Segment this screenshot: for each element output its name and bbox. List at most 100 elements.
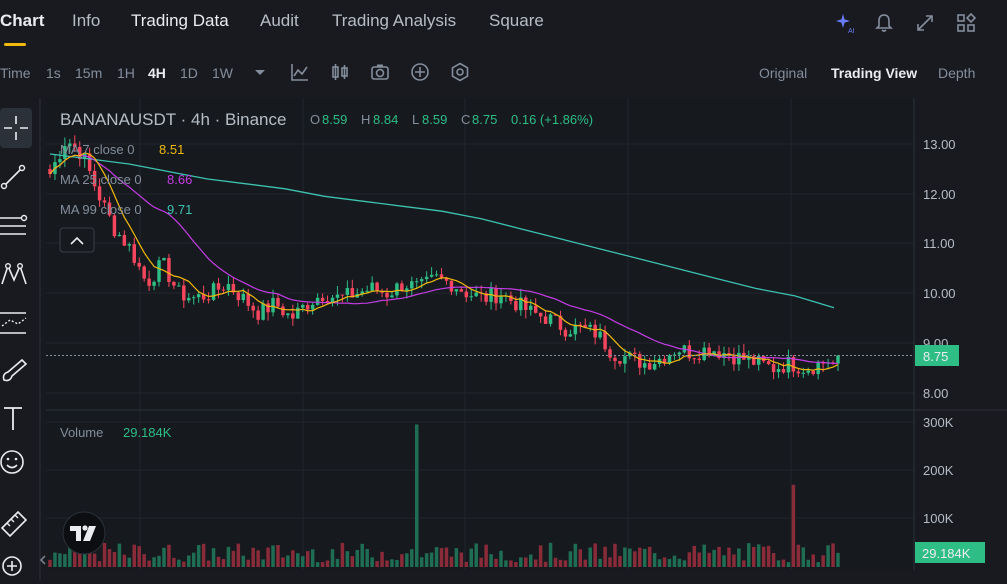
candle-body xyxy=(533,305,538,313)
volume-bar xyxy=(415,424,419,567)
top-nav: Chart Info Trading Data Audit Trading An… xyxy=(0,0,1007,46)
volume-bar xyxy=(737,548,741,567)
interval-15m[interactable]: 15m xyxy=(75,65,103,81)
ai-sparkle-icon[interactable]: AI xyxy=(834,12,856,34)
pattern-icon[interactable] xyxy=(0,260,30,290)
candle-body xyxy=(618,361,622,364)
view-trading-view[interactable]: Trading View xyxy=(831,65,918,81)
candle-body xyxy=(578,324,583,326)
tab-trading-analysis[interactable]: Trading Analysis xyxy=(332,11,457,30)
volume-bar xyxy=(548,542,553,567)
volume-bar xyxy=(390,559,394,567)
ohlc-low-label: L xyxy=(412,112,419,127)
candle-body xyxy=(132,244,136,263)
camera-icon[interactable] xyxy=(370,62,390,82)
candle-body xyxy=(722,353,726,359)
interval-1h[interactable]: 1H xyxy=(117,65,135,81)
tab-audit[interactable]: Audit xyxy=(260,11,299,30)
volume-bar xyxy=(682,560,687,567)
volume-bar xyxy=(469,548,473,567)
candle-body xyxy=(281,306,285,316)
volume-bar xyxy=(811,554,815,567)
time-label[interactable]: Time xyxy=(0,65,31,81)
tab-square[interactable]: Square xyxy=(489,11,544,30)
candle-body xyxy=(310,304,315,310)
settings-icon[interactable] xyxy=(450,62,470,82)
volume-bar xyxy=(494,558,498,567)
interval-1d[interactable]: 1D xyxy=(180,65,198,81)
volume-bar xyxy=(82,551,87,567)
candle-body xyxy=(781,369,786,373)
candle-body xyxy=(142,266,146,279)
candle-body xyxy=(68,143,72,147)
volume-value: 29.184K xyxy=(123,425,172,440)
text-tool-icon[interactable] xyxy=(0,404,30,434)
price-chart[interactable]: 13.00 12.00 11.00 10.00 9.00 8.00 8.75 3… xyxy=(0,96,1007,580)
candle-body xyxy=(568,334,573,337)
ohlc-close-label: C xyxy=(461,112,470,127)
candle-body xyxy=(196,294,201,298)
volume-bar xyxy=(419,557,424,567)
candle-body xyxy=(236,292,241,301)
volume-bar xyxy=(667,558,672,567)
layout-grid-icon[interactable] xyxy=(955,12,977,34)
ohlc-open-value: 8.59 xyxy=(322,112,347,127)
volume-bar xyxy=(722,555,726,567)
ma7-value: 8.51 xyxy=(159,142,184,157)
candle-body xyxy=(524,297,528,310)
candle-body xyxy=(771,364,776,373)
candle-body xyxy=(271,297,275,313)
fib-retracement-icon[interactable] xyxy=(0,212,30,242)
volume-bar xyxy=(281,557,285,567)
candle-body xyxy=(365,290,369,292)
tab-trading-data[interactable]: Trading Data xyxy=(131,11,229,30)
chevron-left-icon[interactable] xyxy=(40,555,46,565)
candle-body xyxy=(315,297,320,305)
view-original[interactable]: Original xyxy=(759,65,808,81)
volume-bar xyxy=(454,548,459,567)
volume-bar xyxy=(727,547,731,567)
forecast-icon[interactable] xyxy=(0,308,30,338)
volume-bar xyxy=(786,562,791,567)
trend-line-icon[interactable] xyxy=(0,162,30,192)
add-indicator-icon[interactable] xyxy=(410,62,430,82)
interval-4h[interactable]: 4H xyxy=(148,65,166,81)
bell-icon[interactable] xyxy=(873,12,895,34)
view-depth[interactable]: Depth xyxy=(938,65,976,81)
candle-body xyxy=(117,234,122,237)
indicator-line-icon[interactable] xyxy=(290,62,310,82)
volume-bar xyxy=(558,559,563,567)
expand-icon[interactable] xyxy=(914,12,936,34)
volume-bar xyxy=(375,561,379,567)
chevron-down-icon[interactable] xyxy=(254,69,266,77)
volume-bar xyxy=(444,547,449,567)
collapse-legend-button[interactable] xyxy=(59,227,95,253)
ruler-icon[interactable] xyxy=(0,508,30,538)
volume-bar xyxy=(588,547,592,567)
ma25-label: MA 25 close 0 xyxy=(60,172,142,187)
volume-bar xyxy=(107,549,112,567)
candle-body xyxy=(474,292,478,297)
volume-bar xyxy=(405,553,409,567)
volume-bar xyxy=(385,560,389,567)
ohlc-high-value: 8.84 xyxy=(373,112,398,127)
interval-1w[interactable]: 1W xyxy=(212,65,233,81)
volume-bar xyxy=(489,554,493,567)
volume-bar xyxy=(553,557,558,567)
tab-chart[interactable]: Chart xyxy=(0,11,45,30)
volume-bar xyxy=(449,556,454,567)
candlestick-type-icon[interactable] xyxy=(330,62,350,82)
tab-info[interactable]: Info xyxy=(72,11,101,30)
emoji-icon[interactable] xyxy=(0,448,30,478)
crosshair-tool[interactable] xyxy=(0,108,32,148)
volume-bar xyxy=(241,555,246,567)
interval-1s[interactable]: 1s xyxy=(46,65,61,81)
zoom-in-icon[interactable] xyxy=(0,554,30,584)
tradingview-logo[interactable] xyxy=(62,511,106,555)
volume-bar xyxy=(836,552,840,567)
brush-icon[interactable] xyxy=(0,356,30,386)
candle-body xyxy=(528,305,533,310)
volume-tick: 200K xyxy=(923,463,954,478)
volume-bar xyxy=(182,561,186,567)
volume-bar xyxy=(712,549,716,567)
